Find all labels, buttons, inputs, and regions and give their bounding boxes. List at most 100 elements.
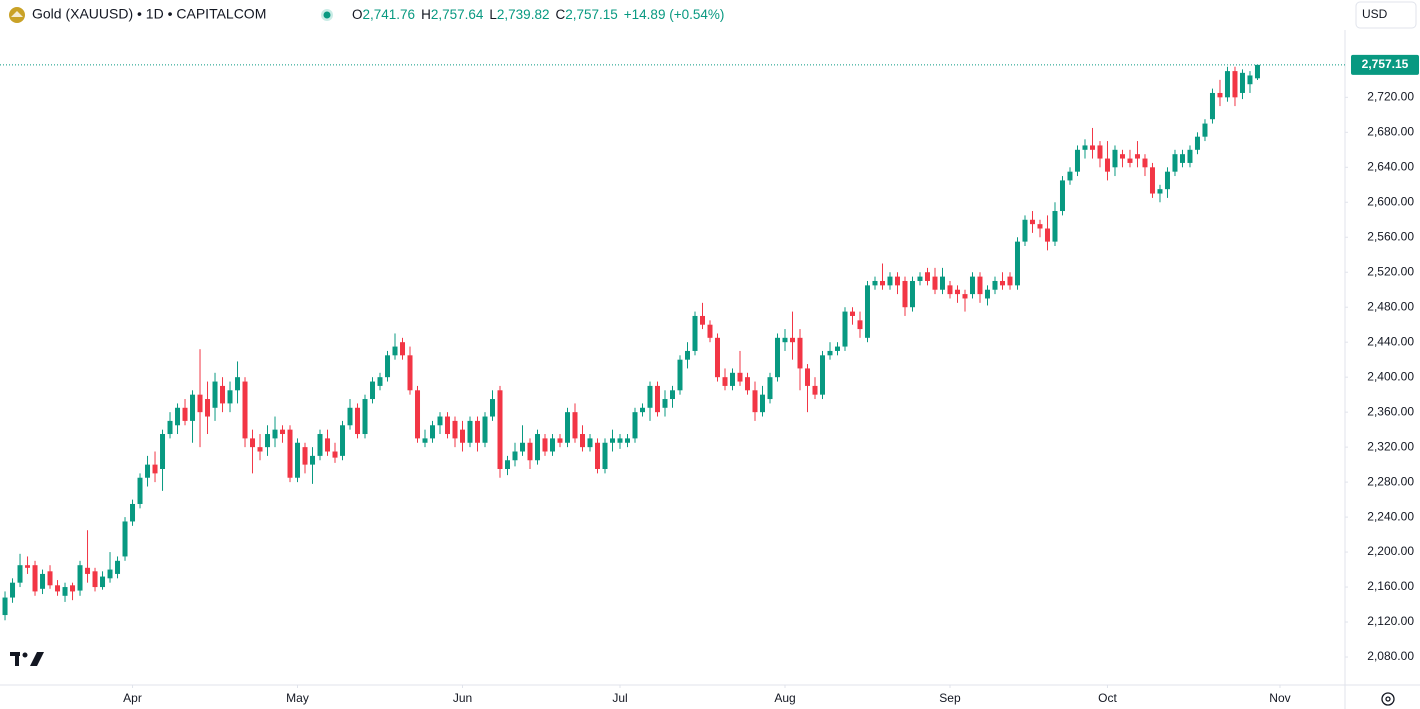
status-dot <box>323 11 331 19</box>
candle-body <box>632 412 638 439</box>
candle-body <box>1082 145 1088 150</box>
candle-body <box>722 377 728 386</box>
x-tick-label: Aug <box>774 691 795 705</box>
candle-body <box>175 407 181 426</box>
candle-body <box>1142 158 1148 168</box>
x-tick-label: Apr <box>123 691 142 705</box>
candle-body <box>1224 71 1230 98</box>
candle-body <box>227 390 233 404</box>
currency-button[interactable] <box>1355 1 1417 29</box>
candle-body <box>257 447 263 452</box>
y-tick-label: 2,720.00 <box>1367 90 1414 104</box>
logo-part <box>22 652 28 658</box>
candle-body <box>580 434 586 448</box>
x-tick-label: Jun <box>453 691 472 705</box>
candle-body <box>47 571 53 586</box>
candle-body <box>1067 171 1073 181</box>
candle-body <box>670 390 675 400</box>
candle-body <box>1029 219 1035 225</box>
candle-body <box>834 346 840 351</box>
candle-body <box>160 434 166 469</box>
candle-body <box>842 311 848 347</box>
x-tick-label: Sep <box>939 691 961 705</box>
y-tick-label: 2,280.00 <box>1367 474 1414 488</box>
candle-body <box>467 420 473 443</box>
candle-body <box>1157 189 1163 194</box>
candle-body <box>437 416 443 426</box>
candle-body <box>1127 158 1133 163</box>
candle-body <box>130 503 136 522</box>
candle-body <box>212 381 218 408</box>
candle-body <box>924 272 930 281</box>
candle-body <box>992 280 998 290</box>
candle-body <box>1254 64 1260 79</box>
candle-body <box>1202 123 1208 137</box>
candle-body <box>62 587 68 596</box>
candle-body <box>849 311 855 316</box>
candle-body <box>714 337 720 378</box>
y-tick-label: 2,640.00 <box>1367 159 1414 173</box>
candle-body <box>1119 154 1125 159</box>
candle-body <box>617 438 623 443</box>
candle-body <box>422 438 428 443</box>
last-price-label: 2,757.15 <box>1362 57 1409 71</box>
candle-body <box>392 346 398 356</box>
candle-body <box>692 315 698 351</box>
candle-body <box>984 289 990 299</box>
candle-body <box>1022 219 1028 242</box>
candle-body <box>1104 158 1110 172</box>
candle-body <box>182 407 188 421</box>
candle-body <box>962 294 968 299</box>
candle-body <box>767 377 773 400</box>
candle-body <box>250 438 256 448</box>
settings-icon[interactable] <box>1381 692 1395 706</box>
y-tick-label: 2,440.00 <box>1367 334 1414 348</box>
ohlc-change: +14.89 (+0.54%) <box>624 7 725 22</box>
candle-body <box>655 385 661 413</box>
candle-body <box>1112 149 1118 168</box>
logo <box>10 652 44 666</box>
candle-body <box>340 425 346 456</box>
candle-body <box>550 438 556 452</box>
y-tick-label: 2,120.00 <box>1367 614 1414 628</box>
currency-label[interactable]: USD <box>1362 7 1388 21</box>
symbol-title[interactable]: Gold (XAUUSD) • 1D • CAPITALCOM <box>32 6 266 22</box>
candle-body <box>902 280 908 308</box>
candle-body <box>460 429 466 443</box>
candle-body <box>355 407 361 435</box>
candle-body <box>1074 149 1080 172</box>
candle-body <box>272 429 278 439</box>
candle-body <box>1089 145 1095 150</box>
candle-body <box>1134 154 1140 159</box>
candle-body <box>197 394 203 413</box>
candle-body <box>1164 171 1170 190</box>
candle-body <box>17 565 23 583</box>
candle-body <box>939 276 945 290</box>
y-tick-label: 2,240.00 <box>1367 509 1414 523</box>
candle-body <box>969 276 975 295</box>
candle-body <box>512 451 518 461</box>
candle-body <box>122 521 128 557</box>
logo-part <box>15 652 19 666</box>
candle-body <box>879 280 885 286</box>
y-tick-label: 2,600.00 <box>1367 194 1414 208</box>
candle-body <box>407 355 413 391</box>
y-tick-label: 2,680.00 <box>1367 124 1414 138</box>
candle-body <box>265 434 271 448</box>
candle-body <box>857 320 863 330</box>
candle-body <box>572 412 578 439</box>
candle-body <box>1232 71 1238 98</box>
candle-body <box>242 381 248 439</box>
candle-body <box>475 420 481 443</box>
candle-body <box>1014 241 1020 286</box>
candle-body <box>774 337 780 378</box>
candle-body <box>235 377 241 391</box>
candle-body <box>699 315 705 325</box>
candle-body <box>797 337 803 369</box>
candle-body <box>385 355 391 378</box>
candle-body <box>70 585 76 592</box>
candle-body <box>1247 75 1253 85</box>
candle-body <box>759 394 765 413</box>
candle-body <box>947 285 953 295</box>
